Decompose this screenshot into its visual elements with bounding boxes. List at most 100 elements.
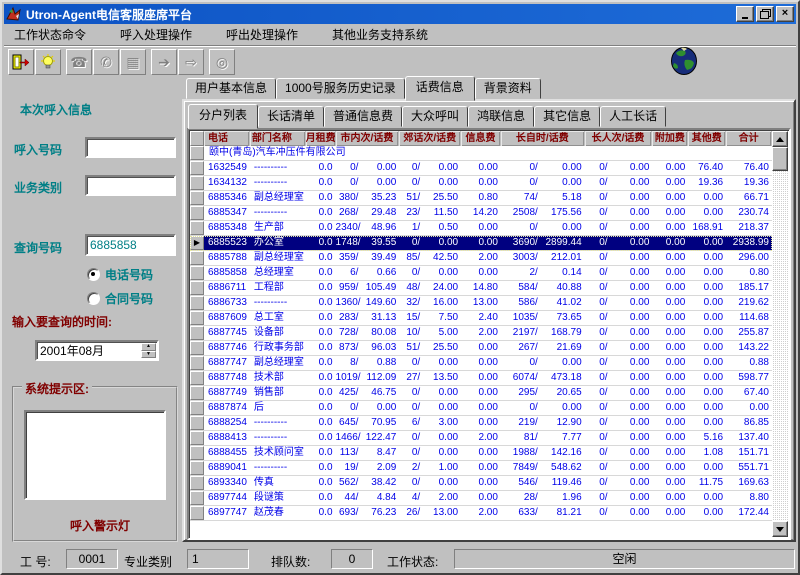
query-number-field[interactable] <box>85 234 176 256</box>
row-stub[interactable] <box>190 146 204 160</box>
forward-button[interactable]: ⇨ <box>178 49 204 75</box>
row-stub[interactable] <box>190 401 204 415</box>
col-local-calls[interactable]: 市内次/话费 <box>336 131 400 146</box>
table-row[interactable]: 6897747赵茂春0.0693/76.2326/13.002.00633/81… <box>190 506 772 521</box>
row-stub[interactable] <box>190 431 204 445</box>
spin-up-icon[interactable]: ▲ <box>141 343 156 351</box>
table-row[interactable]: 6885348生产部0.02340/48.961/0.500.000/0.000… <box>190 221 772 236</box>
row-stub[interactable] <box>190 371 204 385</box>
col-manual-long-distance[interactable]: 长人次/话费 <box>585 131 653 146</box>
table-row[interactable]: 6887749销售部0.0425/46.750/0.000.00295/20.6… <box>190 386 772 401</box>
menu-outbound-ops[interactable]: 呼出处理操作 <box>216 24 308 45</box>
row-stub[interactable] <box>190 386 204 400</box>
tab-background-info[interactable]: 背景资料 <box>475 78 541 99</box>
table-row[interactable]: 6886711工程部0.0959/105.4948/24.0014.80584/… <box>190 281 772 296</box>
answer-call-button[interactable]: ☎ <box>66 49 92 75</box>
table-row[interactable]: 6887874后0.00/0.000/0.000.000/0.000/0.000… <box>190 401 772 416</box>
table-row[interactable]: 1632549----------0.00/0.000/0.000.000/0.… <box>190 161 772 176</box>
table-row[interactable]: 1634132----------0.00/0.000/0.000.000/0.… <box>190 176 772 191</box>
table-row[interactable]: 6888455技术顾问室0.0113/8.470/0.000.001988/14… <box>190 446 772 461</box>
system-tips-area[interactable] <box>24 410 166 500</box>
row-stub[interactable] <box>190 416 204 430</box>
table-row[interactable]: 6887748技术部0.01019/112.0927/13.500.006074… <box>190 371 772 386</box>
row-stub[interactable] <box>190 266 204 280</box>
row-stub[interactable] <box>190 191 204 205</box>
menu-inbound-ops[interactable]: 呼入处理操作 <box>110 24 202 45</box>
subtab-mass-call[interactable]: 大众呼叫 <box>402 106 468 127</box>
scroll-down-button[interactable] <box>772 521 788 537</box>
row-stub[interactable] <box>190 446 204 460</box>
restore-button[interactable] <box>756 6 774 22</box>
minimize-button[interactable] <box>736 6 754 22</box>
row-stub[interactable] <box>190 356 204 370</box>
table-row[interactable]: 6886733----------0.01360/149.6032/16.001… <box>190 296 772 311</box>
radio-contract-icon[interactable] <box>87 292 100 305</box>
col-auto-long-distance[interactable]: 长自时/话费 <box>501 131 585 146</box>
table-row[interactable]: 6887746行政事务部0.0873/96.0351/25.500.00267/… <box>190 341 772 356</box>
col-phone[interactable]: 电话 <box>204 131 250 146</box>
scrollbar-thumb[interactable] <box>772 147 788 171</box>
tab-1000-service-history[interactable]: 1000号服务历史记录 <box>276 78 405 99</box>
row-stub[interactable] <box>190 461 204 475</box>
table-row[interactable]: ▶6885523办公室0.01748/39.550/0.000.003690/2… <box>190 236 772 251</box>
current-row-marker[interactable]: ▶ <box>190 236 204 250</box>
vertical-scrollbar[interactable] <box>772 131 788 537</box>
col-suburban-calls[interactable]: 郊话次/话费 <box>399 131 461 146</box>
subtab-manual-long-distance[interactable]: 人工长话 <box>600 106 666 127</box>
col-total[interactable]: 合计 <box>726 131 772 146</box>
caller-number-input[interactable] <box>87 139 174 156</box>
table-row[interactable]: 6887745设备部0.0728/80.0810/5.002.002197/16… <box>190 326 772 341</box>
table-row[interactable]: 6888254----------0.0645/70.956/3.000.002… <box>190 416 772 431</box>
row-stub[interactable] <box>190 251 204 265</box>
table-row[interactable]: 6885346副总经理室0.0380/35.2351/25.500.8074/5… <box>190 191 772 206</box>
row-stub[interactable] <box>190 341 204 355</box>
table-row[interactable]: 6889041----------0.019/2.092/1.000.00784… <box>190 461 772 476</box>
row-stub[interactable] <box>190 491 204 505</box>
close-button[interactable]: × <box>776 6 794 22</box>
hangup-call-button[interactable]: ✆ <box>93 49 119 75</box>
transfer-button[interactable]: ➔ <box>151 49 177 75</box>
subtab-common-info-fee[interactable]: 普通信息费 <box>324 106 402 127</box>
table-row[interactable]: 6885788副总经理室0.0359/39.4985/42.502.003003… <box>190 251 772 266</box>
col-surcharge[interactable]: 附加费 <box>652 131 688 146</box>
table-row[interactable]: 6887609总工室0.0283/31.1315/7.502.401035/73… <box>190 311 772 326</box>
scroll-up-button[interactable] <box>772 131 788 147</box>
col-info-fee[interactable]: 信息费 <box>461 131 501 146</box>
prompt-light-button[interactable] <box>35 49 61 75</box>
row-stub[interactable] <box>190 161 204 175</box>
row-stub[interactable] <box>190 311 204 325</box>
subtab-account-list[interactable]: 分户列表 <box>188 104 258 129</box>
row-stub[interactable] <box>190 296 204 310</box>
table-row[interactable]: 6888413----------0.01466/122.470/0.002.0… <box>190 431 772 446</box>
row-stub[interactable] <box>190 206 204 220</box>
row-stub[interactable] <box>190 326 204 340</box>
table-row[interactable]: 6885347----------0.0268/29.4823/11.5014.… <box>190 206 772 221</box>
radio-phone-icon[interactable] <box>87 268 100 281</box>
table-row[interactable]: 6893340传真0.0562/38.420/0.000.00546/119.4… <box>190 476 772 491</box>
row-stub[interactable] <box>190 506 204 520</box>
row-stub[interactable] <box>190 221 204 235</box>
query-time-spinner[interactable]: ▲ ▼ <box>35 340 159 361</box>
menu-work-status[interactable]: 工作状态命令 <box>4 24 96 45</box>
radio-phone-number[interactable]: 电话号码 <box>87 266 153 283</box>
row-stub[interactable] <box>190 281 204 295</box>
service-type-field[interactable] <box>85 175 176 196</box>
spin-down-icon[interactable]: ▼ <box>141 351 156 359</box>
radio-contract-number[interactable]: 合同号码 <box>87 290 153 307</box>
query-time-input[interactable] <box>37 342 157 359</box>
subtab-long-distance-list[interactable]: 长话清单 <box>258 106 324 127</box>
service-type-input[interactable] <box>87 177 174 194</box>
table-row[interactable]: 6897744段谜策0.044/4.844/2.000.0028/1.960/0… <box>190 491 772 506</box>
exit-button[interactable] <box>8 49 34 75</box>
col-department[interactable]: 部门名称 <box>250 131 306 146</box>
company-row[interactable]: 颐中(青岛)汽车冲压件有限公司 <box>190 146 772 161</box>
tab-call-fee-info[interactable]: 话费信息 <box>405 76 475 101</box>
menu-other-services[interactable]: 其他业务支持系统 <box>322 24 438 45</box>
timer-button[interactable]: ◎ <box>209 49 235 75</box>
col-other-fee[interactable]: 其他费 <box>688 131 726 146</box>
subtab-other-info[interactable]: 其它信息 <box>534 106 600 127</box>
row-stub[interactable] <box>190 176 204 190</box>
table-row[interactable]: 6887747副总经理室0.08/0.880/0.000.000/0.000/0… <box>190 356 772 371</box>
query-number-input[interactable] <box>87 236 174 254</box>
subtab-honglian-info[interactable]: 鸿联信息 <box>468 106 534 127</box>
